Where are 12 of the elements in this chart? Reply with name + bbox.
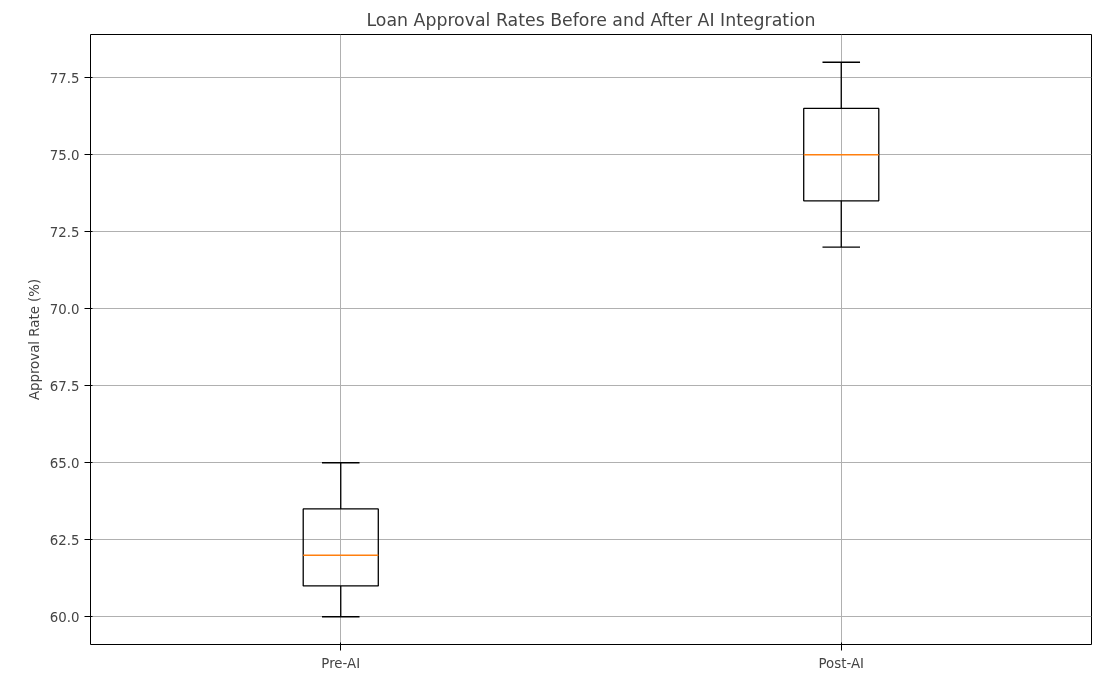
y-tick-label: 75.0 xyxy=(49,147,80,163)
y-tick-label: 77.5 xyxy=(49,70,80,86)
y-tick-label: 62.5 xyxy=(49,532,80,548)
x-tick-label: Post-AI xyxy=(818,655,864,671)
y-axis-title: Approval Rate (%) xyxy=(26,278,42,401)
y-tick-label: 67.5 xyxy=(49,378,80,394)
y-tick-label: 60.0 xyxy=(49,609,80,625)
chart-title: Loan Approval Rates Before and After AI Integration xyxy=(366,9,816,30)
x-tick-label: Pre-AI xyxy=(321,655,361,671)
y-tick-label: 65.0 xyxy=(49,455,80,471)
y-tick-label: 72.5 xyxy=(49,224,80,240)
y-tick-label: 70.0 xyxy=(49,301,80,317)
